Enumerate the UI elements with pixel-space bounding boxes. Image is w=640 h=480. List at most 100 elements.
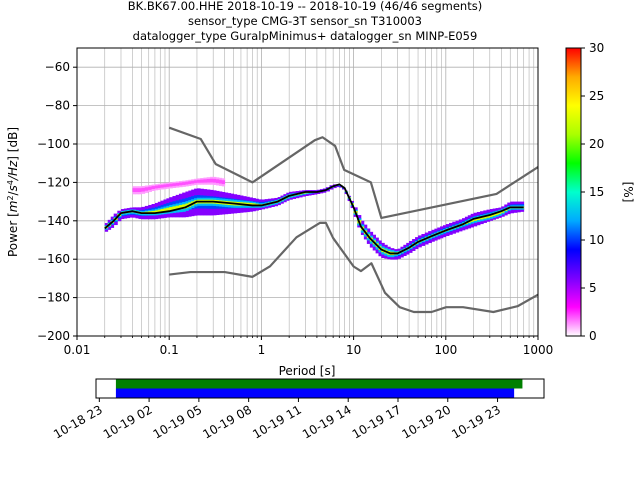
density-cell: [489, 217, 494, 221]
y-tick-label: −180: [37, 291, 70, 305]
density-cell: [437, 231, 441, 233]
density-cell: [163, 184, 167, 187]
density-cell: [516, 205, 521, 207]
colorbar-label: [%]: [621, 182, 635, 203]
density-cell: [216, 202, 220, 205]
density-cell: [271, 200, 275, 203]
density-cell: [160, 184, 164, 187]
density-cell: [252, 198, 256, 202]
density-cell: [230, 203, 235, 206]
density-cell: [117, 210, 122, 214]
density-cell: [289, 193, 293, 196]
density-cell: [144, 213, 149, 216]
colorbar-tick-label: 20: [589, 137, 604, 151]
density-cell: [209, 182, 214, 185]
density-cell: [431, 229, 435, 234]
density-cell: [182, 192, 186, 200]
density-cell: [412, 245, 416, 248]
density-cell: [216, 179, 220, 182]
title-line-3: datalogger_type GuralpMinimus+ datalogge…: [133, 29, 478, 43]
density-cell: [123, 210, 128, 212]
density-cell: [163, 213, 167, 218]
density-cell: [203, 180, 208, 184]
density-cell: [166, 182, 170, 185]
density-cell: [440, 235, 444, 239]
density-cell: [470, 213, 474, 218]
density-cell: [123, 213, 128, 217]
density-cell: [280, 201, 284, 204]
density-cell: [336, 186, 340, 188]
density-cell: [516, 201, 521, 205]
y-tick-label: −100: [37, 137, 70, 151]
density-cell: [378, 240, 382, 245]
density-cell: [203, 201, 208, 204]
density-cell: [473, 222, 478, 227]
density-cell: [175, 205, 180, 209]
density-cell: [203, 177, 208, 180]
density-cell: [221, 182, 226, 185]
density-cell: [132, 192, 136, 195]
colorbar-tick-label: 15: [589, 185, 604, 199]
colorbar-tick-label: 10: [589, 233, 604, 247]
density-cell: [120, 209, 125, 212]
density-cell: [360, 230, 365, 233]
density-cell: [191, 189, 195, 197]
density-cell: [520, 208, 525, 212]
density-cell: [473, 220, 478, 223]
density-cell: [169, 183, 173, 186]
density-cell: [483, 218, 487, 221]
density-cell: [221, 202, 226, 205]
density-cell: [390, 256, 395, 260]
density-cell: [403, 247, 407, 250]
density-cell: [194, 202, 198, 205]
density-cell: [393, 256, 398, 260]
density-cell: [486, 209, 491, 213]
density-cell: [520, 208, 525, 210]
density-cell: [252, 206, 256, 208]
density-cell: [415, 240, 419, 243]
ppsd-axes: 0.01 0.1 1 10 100 1000 −200 −180 −160 −140 −120 −1…: [6, 47, 553, 378]
density-cell: [363, 228, 368, 231]
density-cell: [406, 242, 410, 247]
density-cell: [437, 236, 441, 240]
density-cell: [141, 187, 146, 191]
density-cell: [504, 209, 508, 212]
density-cell: [271, 198, 275, 201]
figure-title: BK.BK67.00.HHE 2018-10-19 -- 2018-10-19 …: [128, 0, 482, 43]
density-cell: [104, 223, 109, 226]
density-cell: [384, 253, 388, 256]
density-cell: [372, 234, 376, 239]
density-cell: [194, 183, 198, 185]
density-cell: [434, 232, 438, 234]
density-cell: [148, 189, 152, 192]
density-cell: [283, 194, 287, 197]
density-cell: [366, 232, 371, 235]
density-cell: [200, 182, 204, 185]
timeline-tick-label: 10-19 20: [400, 402, 454, 441]
density-cell: [428, 231, 432, 235]
density-cell: [366, 238, 371, 241]
density-cell: [126, 212, 131, 215]
density-cell: [185, 201, 189, 204]
density-cell: [151, 186, 156, 188]
density-cell: [188, 206, 192, 210]
density-cell: [126, 210, 131, 212]
density-cell: [144, 187, 149, 190]
density-cell: [476, 215, 481, 218]
density-cell: [258, 203, 262, 205]
density-cell: [110, 224, 115, 228]
density-cell: [492, 208, 496, 212]
density-cell: [319, 189, 324, 191]
density-cell: [378, 244, 382, 247]
density-cell: [206, 178, 211, 182]
density-cell: [428, 237, 432, 240]
density-cell: [431, 236, 435, 238]
density-cell: [403, 250, 407, 253]
density-cell: [135, 192, 139, 195]
density-cell: [473, 219, 478, 222]
density-cell: [298, 193, 303, 195]
density-cell: [329, 185, 334, 187]
density-cell: [172, 184, 177, 187]
density-cell: [292, 191, 297, 194]
density-cell: [504, 210, 508, 213]
